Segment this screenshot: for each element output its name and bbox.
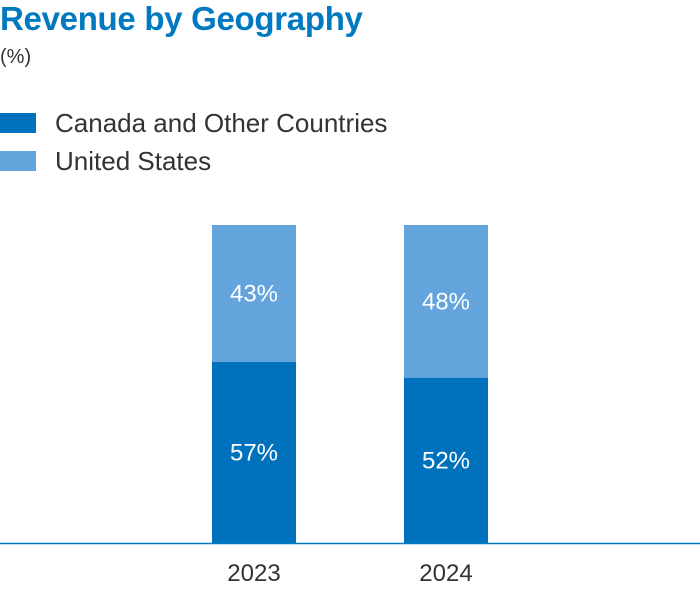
legend-swatch-canada-and-other-countries — [0, 113, 36, 133]
data-label-canada-and-other-countries-2024: 52% — [422, 447, 470, 474]
chart-subtitle: (%) — [0, 46, 32, 68]
data-label-united-states-2024: 48% — [422, 288, 470, 315]
data-label-united-states-2023: 43% — [230, 280, 278, 307]
legend-label-canada-and-other-countries: Canada and Other Countries — [55, 107, 388, 138]
chart-title: Revenue by Geography — [0, 0, 363, 37]
legend-swatch-united-states — [0, 151, 36, 171]
x-tick-label-2024: 2024 — [419, 560, 472, 587]
legend-item-canada-and-other-countries: Canada and Other Countries — [0, 104, 387, 142]
legend-label-united-states: United States — [55, 145, 212, 176]
bar-united-states-2023 — [212, 225, 296, 362]
legend: Canada and Other Countries United States — [0, 104, 387, 180]
legend-item-united-states: United States — [0, 142, 387, 180]
bar-united-states-2024 — [404, 225, 488, 378]
x-tick-label-2023: 2023 — [227, 560, 280, 587]
bar-canada-and-other-countries-2024 — [404, 377, 488, 543]
data-label-canada-and-other-countries-2023: 57% — [230, 439, 278, 466]
bar-canada-and-other-countries-2023 — [212, 361, 296, 543]
